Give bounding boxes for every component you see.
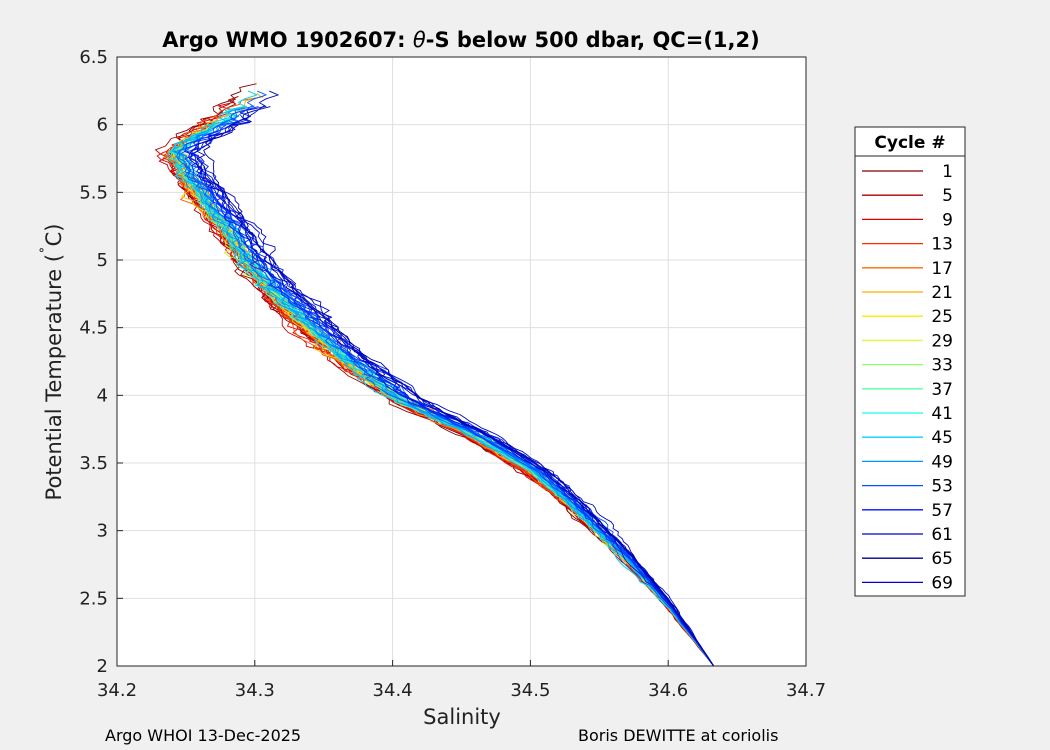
legend: Cycle # 1 5 9 13 17 21 25 29 33 37 41 45 49 53 57 61 65 6… (854, 126, 966, 597)
y-tick-label: 5 (97, 250, 108, 271)
legend-entries: 1 5 9 13 17 21 25 29 33 37 41 45 49 53 57 61 65 69 (862, 162, 953, 593)
legend-label: 33 (931, 356, 953, 376)
y-tick-label: 3 (97, 521, 108, 542)
profile-line (188, 90, 715, 667)
footer-source-date: Argo WHOI 13-Dec-2025 (105, 726, 302, 745)
legend-label: 49 (931, 452, 953, 472)
legend-label: 5 (942, 186, 953, 206)
y-tick-label: 4 (97, 385, 108, 406)
legend-label: 9 (942, 210, 953, 230)
profile-line (190, 147, 715, 667)
legend-label: 45 (931, 428, 953, 448)
x-tick-label: 34.4 (373, 680, 413, 701)
x-axis-ticks: 34.2 34.3 34.4 34.5 34.6 34.7 (97, 660, 826, 701)
legend-label: 1 (942, 162, 953, 182)
legend-label: 61 (931, 525, 953, 545)
x-tick-label: 34.5 (510, 680, 550, 701)
legend-label: 37 (931, 380, 953, 400)
x-tick-label: 34.6 (648, 680, 688, 701)
y-tick-label: 5.5 (79, 182, 108, 203)
y-tick-label: 4.5 (79, 318, 108, 339)
legend-label: 21 (931, 283, 953, 303)
legend-label: 53 (931, 477, 953, 497)
y-tick-label: 3.5 (79, 453, 108, 474)
y-axis-ticks: 2 2.5 3 3.5 4 4.5 5 5.5 6 6.5 (79, 47, 123, 677)
x-tick-label: 34.7 (786, 680, 826, 701)
footer-author: Boris DEWITTE at coriolis (578, 726, 779, 745)
legend-label: 25 (931, 307, 953, 327)
legend-box (854, 126, 966, 597)
x-tick-label: 34.2 (97, 680, 137, 701)
legend-title: Cycle # (874, 133, 945, 153)
plot-area (117, 57, 806, 666)
legend-label: 17 (931, 259, 953, 279)
y-tick-label: 6 (97, 115, 108, 136)
y-tick-label: 6.5 (79, 47, 108, 68)
profile-line (184, 106, 715, 667)
legend-label: 57 (931, 501, 953, 521)
profile-line (203, 124, 715, 667)
legend-label: 13 (931, 235, 953, 255)
x-axis-label: Salinity (423, 705, 501, 729)
profile-line (176, 90, 715, 667)
legend-label: 69 (931, 573, 953, 593)
plot-frame (116, 56, 807, 667)
y-tick-label: 2.5 (79, 588, 108, 609)
profile-line (166, 90, 715, 667)
y-axis-label: Potential Temperature (˚C) (39, 224, 66, 501)
profile-line (192, 105, 715, 667)
legend-label: 29 (931, 331, 953, 351)
profile-line (196, 106, 715, 667)
chart-title: Argo WMO 1902607: θ-S below 500 dbar, QC… (162, 28, 759, 52)
profile-line (173, 106, 715, 667)
x-tick-label: 34.3 (235, 680, 275, 701)
legend-label: 41 (931, 404, 953, 424)
profile-lines (155, 83, 715, 667)
y-tick-label: 2 (97, 656, 108, 677)
legend-label: 65 (931, 549, 953, 569)
